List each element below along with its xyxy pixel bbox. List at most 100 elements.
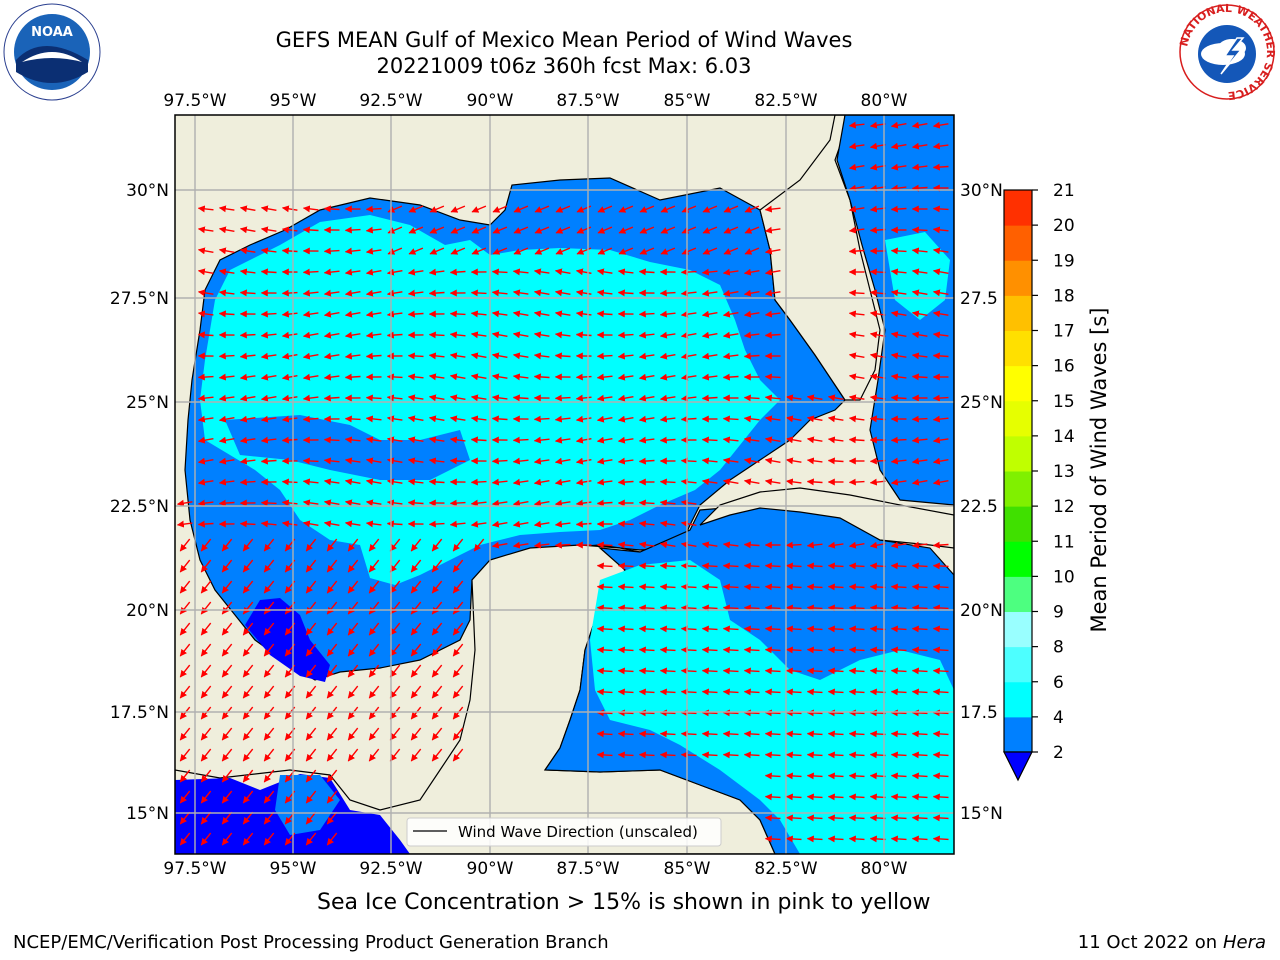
wind-arrow (639, 247, 655, 255)
wind-arrow (890, 310, 907, 318)
colorbar-label: Mean Period of Wind Waves [s] (1087, 308, 1111, 633)
wind-arrow (305, 601, 317, 615)
wind-arrow (281, 331, 298, 339)
wind-arrow (869, 184, 886, 192)
wind-arrow (743, 478, 760, 486)
wind-arrow (428, 394, 445, 402)
wind-arrow (389, 580, 401, 594)
wind-arrow (347, 559, 359, 573)
wind-arrow (323, 478, 340, 486)
colorbar-tick-label: 12 (1053, 497, 1075, 517)
wind-arrow (722, 331, 739, 339)
wind-arrow (410, 601, 422, 615)
wind-arrow (764, 814, 781, 822)
wind-arrow (701, 331, 718, 339)
wind-arrow (533, 520, 550, 528)
wind-arrow (389, 538, 401, 552)
wind-arrow (680, 604, 697, 612)
wind-arrow (365, 226, 382, 234)
wind-arrow (389, 664, 401, 678)
wind-arrow (221, 727, 233, 741)
caribbean-cyan-region (590, 560, 954, 854)
wind-arrow (239, 394, 256, 402)
wind-arrow (323, 247, 340, 255)
wind-arrow (512, 499, 529, 507)
wind-arrow (407, 457, 424, 465)
wind-arrow (722, 541, 739, 549)
wind-arrow (701, 373, 718, 381)
wind-arrow (659, 730, 676, 738)
wind-arrow (575, 436, 592, 444)
wind-arrow (785, 730, 802, 738)
lat-tick-label-right: 30°N (960, 181, 1003, 201)
wind-arrow (555, 247, 571, 255)
wind-arrow (932, 562, 949, 570)
wind-arrow (323, 373, 340, 381)
wind-arrow (890, 457, 907, 465)
wind-arrow (218, 457, 235, 465)
wind-arrow (617, 415, 634, 423)
wind-arrow (827, 541, 844, 549)
wind-arrow (701, 562, 718, 570)
wind-arrow (659, 289, 676, 297)
wind-arrow (242, 643, 254, 657)
wind-arrow (638, 457, 655, 465)
wind-arrow (365, 436, 382, 444)
wind-arrow (431, 601, 443, 615)
wind-arrow (764, 373, 781, 381)
wind-arrow (554, 268, 571, 276)
wind-arrow (554, 499, 571, 507)
lon-tick-label-top: 90°W (467, 91, 514, 111)
lon-labels-top: 97.5°W 95°W 92.5°W 90°W 87.5°W 85°W 82.5°W 80°W (163, 91, 907, 111)
wind-arrow (932, 541, 949, 549)
wind-arrow (302, 268, 319, 276)
wind-arrow (533, 331, 550, 339)
wind-arrow (722, 730, 739, 738)
wind-arrow (492, 205, 508, 213)
wind-arrow (617, 688, 634, 696)
wind-arrow (431, 748, 443, 762)
wind-arrow (242, 664, 254, 678)
wind-arrow (659, 436, 676, 444)
wind-arrow (410, 559, 422, 573)
wind-arrow (743, 604, 760, 612)
colorbar-segment (1004, 330, 1032, 367)
wind-arrow (323, 268, 340, 276)
wind-arrow (431, 622, 443, 636)
lat-labels-right: 30°N 27.5 25°N 22.5 20°N 17.5 15°N (960, 181, 1003, 824)
colorbar-segment (1004, 225, 1032, 261)
wind-arrow (680, 583, 697, 591)
wind-arrow (239, 478, 256, 486)
wind-arrow (305, 559, 317, 573)
wind-arrow (848, 625, 865, 633)
wind-arrow (806, 478, 823, 486)
lon-tick-label-bottom: 95°W (270, 859, 317, 879)
wind-arrow (365, 247, 382, 255)
wind-arrow (618, 205, 634, 213)
wind-arrow (764, 583, 781, 591)
wind-arrow (932, 814, 949, 822)
wind-arrow (890, 352, 907, 360)
wind-arrow (932, 604, 949, 612)
wind-arrow (221, 685, 233, 699)
wind-arrow (491, 310, 508, 318)
wind-arrow (869, 121, 886, 129)
wind-arrow (596, 604, 613, 612)
wind-arrow (428, 457, 445, 465)
wind-arrow (932, 772, 949, 780)
wind-arrow (179, 559, 191, 573)
wind-arrow (575, 331, 592, 339)
wind-arrow (911, 415, 928, 423)
wind-arrow (491, 415, 508, 423)
wind-arrow (470, 289, 487, 297)
wind-arrow (911, 625, 928, 633)
wind-arrow (281, 499, 298, 507)
wind-arrow (281, 394, 298, 402)
wind-arrow (869, 478, 886, 486)
wind-arrow (176, 499, 193, 507)
wind-arrow (365, 289, 382, 297)
wind-arrow (218, 289, 235, 297)
wind-arrow (890, 289, 907, 297)
wind-arrow (221, 601, 233, 615)
wind-arrow (449, 352, 466, 360)
